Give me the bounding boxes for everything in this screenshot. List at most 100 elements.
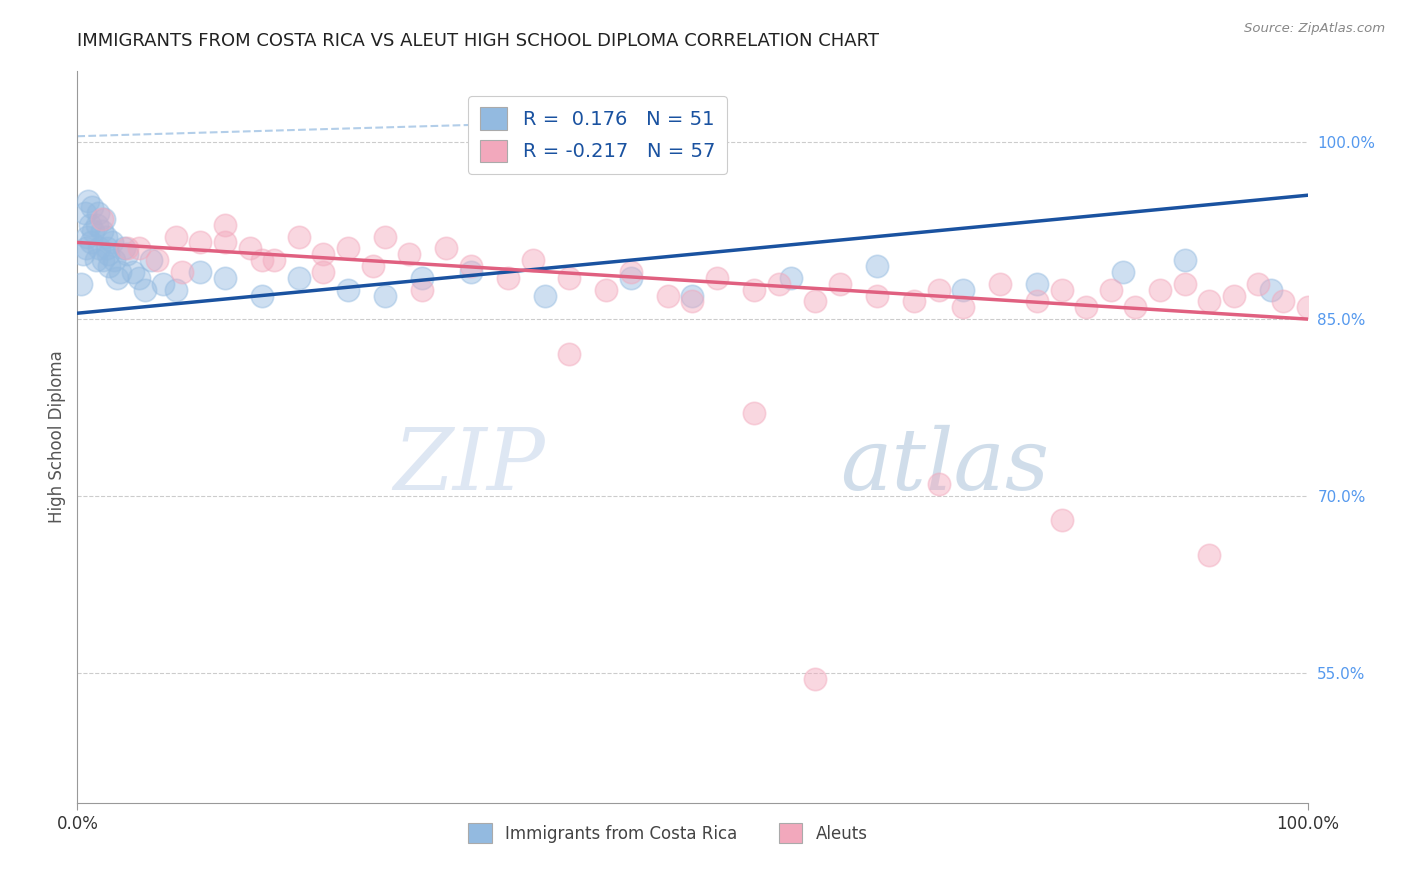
Point — [86, 218, 108, 232]
Point — [1223, 288, 1246, 302]
Point — [93, 211, 115, 226]
Text: ZIP: ZIP — [392, 425, 546, 508]
Point — [312, 247, 335, 261]
Point — [1174, 253, 1197, 268]
Point — [620, 270, 643, 285]
Point — [1198, 294, 1220, 309]
Point — [250, 288, 273, 302]
Point — [742, 283, 765, 297]
Point — [170, 265, 193, 279]
Point — [105, 270, 128, 285]
Point — [103, 253, 125, 268]
Point — [115, 241, 138, 255]
Point — [165, 283, 187, 297]
Point — [866, 288, 889, 302]
Point — [90, 224, 114, 238]
Point — [1247, 277, 1270, 291]
Point — [214, 235, 236, 250]
Point — [91, 253, 114, 268]
Point — [804, 672, 827, 686]
Point — [214, 270, 236, 285]
Point — [460, 259, 482, 273]
Point — [115, 247, 138, 261]
Point — [780, 270, 803, 285]
Point — [952, 283, 974, 297]
Text: atlas: atlas — [841, 425, 1049, 508]
Point — [97, 247, 120, 261]
Point — [496, 270, 519, 285]
Point — [682, 294, 704, 309]
Point — [1125, 301, 1147, 315]
Point — [595, 283, 617, 297]
Point — [82, 200, 104, 214]
Point — [436, 241, 458, 255]
Point — [72, 247, 94, 261]
Point — [1149, 283, 1171, 297]
Point — [110, 265, 132, 279]
Point — [1112, 265, 1135, 279]
Point — [90, 211, 114, 226]
Point — [558, 347, 581, 361]
Point — [165, 229, 187, 244]
Point — [411, 270, 433, 285]
Point — [312, 265, 335, 279]
Point — [112, 241, 135, 255]
Point — [558, 270, 581, 285]
Point — [1050, 513, 1073, 527]
Point — [1296, 301, 1319, 315]
Point — [620, 265, 643, 279]
Text: Source: ZipAtlas.com: Source: ZipAtlas.com — [1244, 22, 1385, 36]
Point — [146, 253, 169, 268]
Point — [1174, 277, 1197, 291]
Point — [398, 247, 420, 261]
Point — [1050, 283, 1073, 297]
Point — [76, 229, 98, 244]
Point — [128, 270, 150, 285]
Point — [98, 259, 121, 273]
Point — [87, 206, 110, 220]
Point — [830, 277, 852, 291]
Point — [1026, 294, 1049, 309]
Point — [250, 253, 273, 268]
Point — [121, 265, 143, 279]
Point — [952, 301, 974, 315]
Point — [141, 253, 163, 268]
Point — [682, 288, 704, 302]
Point — [134, 283, 156, 297]
Point — [411, 283, 433, 297]
Point — [337, 283, 360, 297]
Point — [288, 229, 311, 244]
Point — [73, 206, 96, 220]
Point — [89, 241, 111, 255]
Point — [263, 253, 285, 268]
Point — [1272, 294, 1295, 309]
Point — [866, 259, 889, 273]
Point — [534, 288, 557, 302]
Legend: Immigrants from Costa Rica, Aleuts: Immigrants from Costa Rica, Aleuts — [461, 817, 875, 849]
Y-axis label: High School Diploma: High School Diploma — [48, 351, 66, 524]
Point — [288, 270, 311, 285]
Point — [75, 241, 97, 255]
Point — [374, 288, 396, 302]
Point — [152, 277, 174, 291]
Point — [988, 277, 1011, 291]
Point — [96, 241, 118, 255]
Point — [928, 477, 950, 491]
Point — [1198, 548, 1220, 562]
Point — [1260, 283, 1282, 297]
Point — [657, 288, 679, 302]
Point — [77, 194, 100, 208]
Point — [214, 218, 236, 232]
Point — [101, 235, 124, 250]
Point — [1099, 283, 1122, 297]
Point — [706, 270, 728, 285]
Point — [1076, 301, 1098, 315]
Point — [804, 294, 827, 309]
Point — [361, 259, 384, 273]
Point — [742, 407, 765, 421]
Point — [188, 265, 212, 279]
Point — [460, 265, 482, 279]
Point — [903, 294, 925, 309]
Point — [928, 283, 950, 297]
Point — [70, 277, 93, 291]
